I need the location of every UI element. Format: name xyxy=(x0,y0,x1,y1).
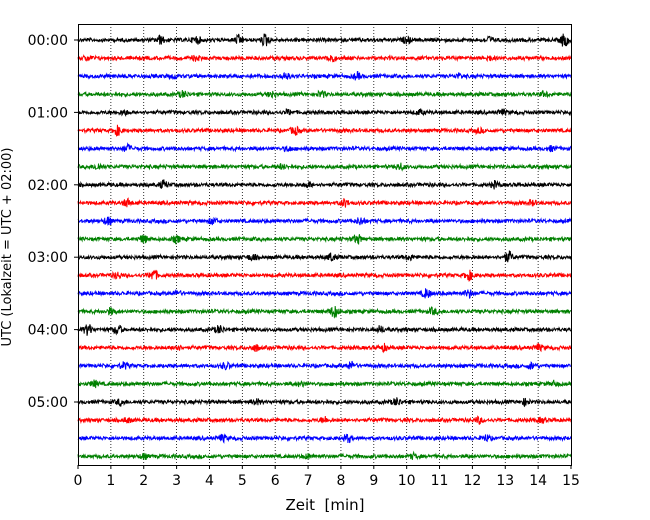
plot-frame xyxy=(78,24,572,466)
y-tick-label: 05:00 xyxy=(28,395,68,411)
trace-0230 xyxy=(77,216,572,226)
y-tick-label: 03:00 xyxy=(28,250,68,266)
trace-0045 xyxy=(77,89,572,100)
x-tick-label: 10 xyxy=(398,473,416,489)
x-tick-label: 3 xyxy=(172,473,181,489)
x-tick-label: 8 xyxy=(336,473,345,489)
trace-0445 xyxy=(77,379,572,389)
trace-0545 xyxy=(77,450,572,461)
trace-0030 xyxy=(77,71,572,81)
x-tick-label: 0 xyxy=(74,473,83,489)
x-tick-label: 14 xyxy=(529,473,547,489)
y-tick-label: 00:00 xyxy=(28,33,68,49)
x-tick-label: 6 xyxy=(271,473,280,489)
trace-0145 xyxy=(77,162,572,172)
trace-0330 xyxy=(77,288,572,299)
x-tick-label: 4 xyxy=(205,473,214,489)
trace-0415 xyxy=(77,342,572,354)
ticks-layer: 0 1 2 3 4 5 6 7 8 9 10 11 12 13 14 1500:0001:0002:0003:… xyxy=(28,33,580,489)
x-tick-label: 13 xyxy=(496,473,514,489)
trace-0215 xyxy=(77,197,572,208)
trace-0115 xyxy=(77,124,572,137)
x-tick-label: 2 xyxy=(139,473,148,489)
y-tick-label: 04:00 xyxy=(28,323,68,339)
trace-0130 xyxy=(77,142,572,153)
traces-layer xyxy=(77,33,572,461)
trace-0200 xyxy=(77,179,572,190)
trace-0500 xyxy=(77,397,572,408)
y-tick-label: 01:00 xyxy=(28,105,68,121)
trace-0430 xyxy=(77,360,572,371)
trace-0530 xyxy=(77,433,572,444)
x-tick-label: 15 xyxy=(562,473,580,489)
x-tick-label: 7 xyxy=(304,473,313,489)
trace-0400 xyxy=(77,324,572,336)
x-tick-label: 1 xyxy=(106,473,115,489)
x-tick-label: 9 xyxy=(369,473,378,489)
grid-layer xyxy=(110,24,539,465)
trace-0345 xyxy=(77,305,572,319)
trace-0245 xyxy=(77,234,572,245)
y-tick-label: 02:00 xyxy=(28,178,68,194)
y-axis-label: UTC (Lokalzeit = UTC + 02:00) xyxy=(0,148,15,347)
x-tick-label: 12 xyxy=(463,473,481,489)
trace-0315 xyxy=(77,269,572,282)
trace-0000 xyxy=(77,33,572,47)
trace-0300 xyxy=(77,250,572,263)
x-tick-label: 5 xyxy=(238,473,247,489)
trace-0515 xyxy=(77,415,572,425)
trace-0100 xyxy=(77,108,572,117)
x-axis-label: Zeit [min] xyxy=(285,496,364,514)
trace-0015 xyxy=(77,54,572,63)
x-tick-label: 11 xyxy=(431,473,449,489)
